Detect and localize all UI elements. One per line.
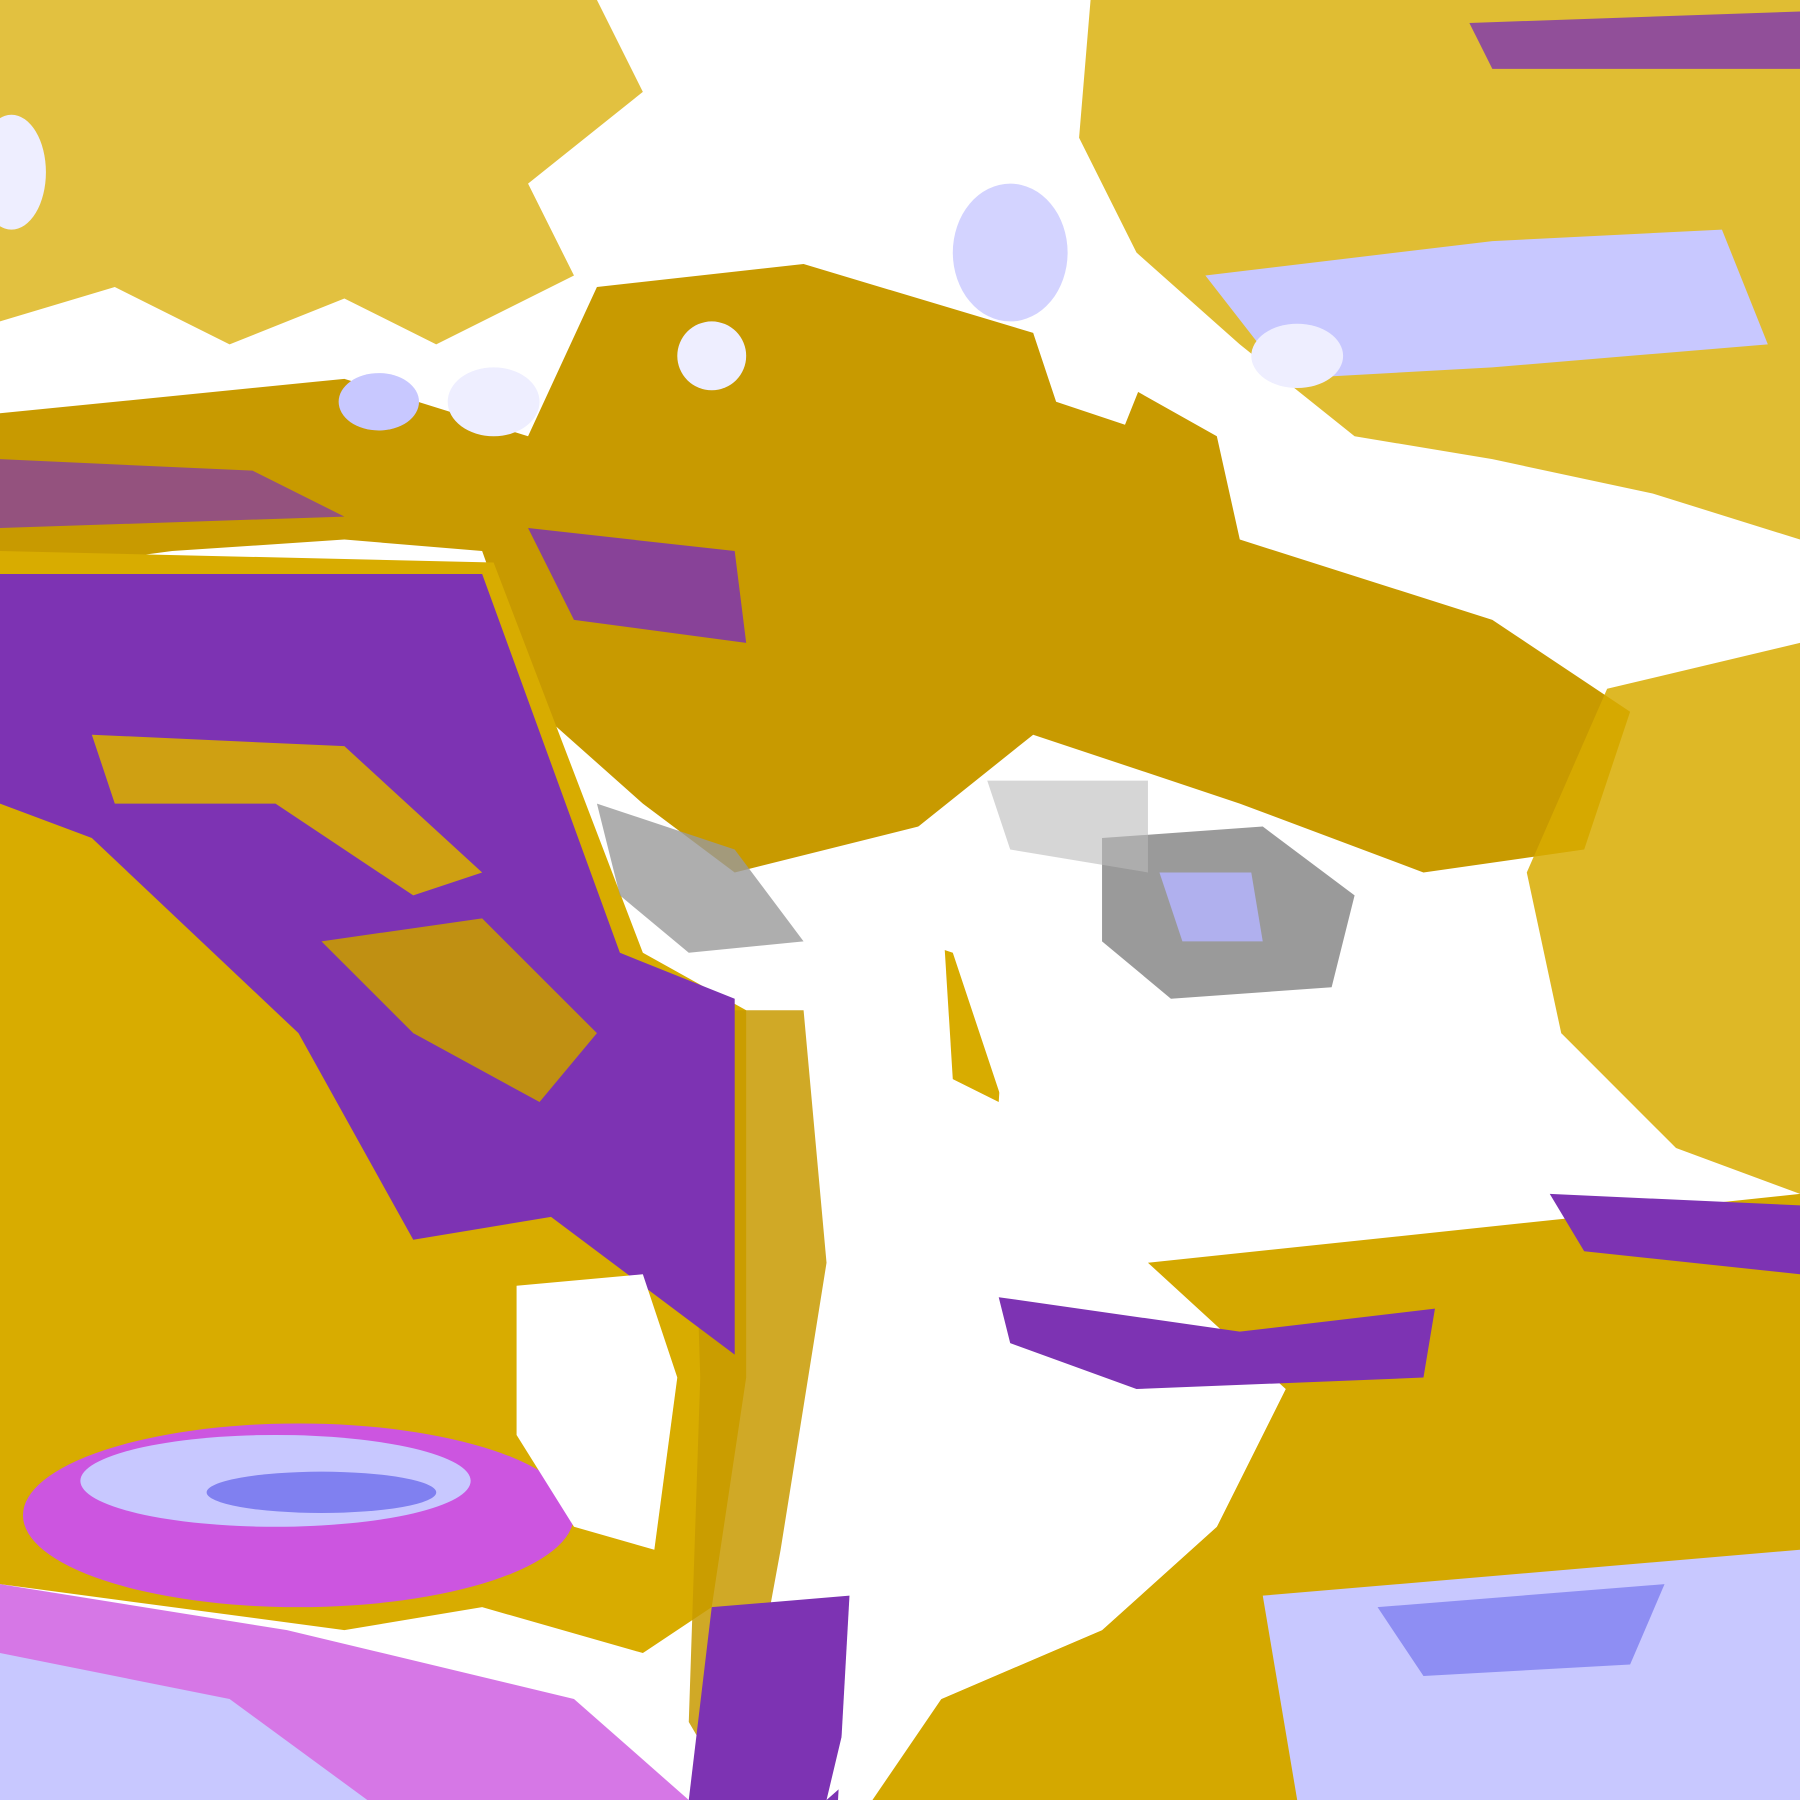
- high-cloud-layer: [0, 114, 1800, 1800]
- gray-cloud-layer: [596, 780, 1355, 999]
- purple-cloud-layer: [0, 11, 1800, 1800]
- clear-areas: [516, 332, 1493, 1800]
